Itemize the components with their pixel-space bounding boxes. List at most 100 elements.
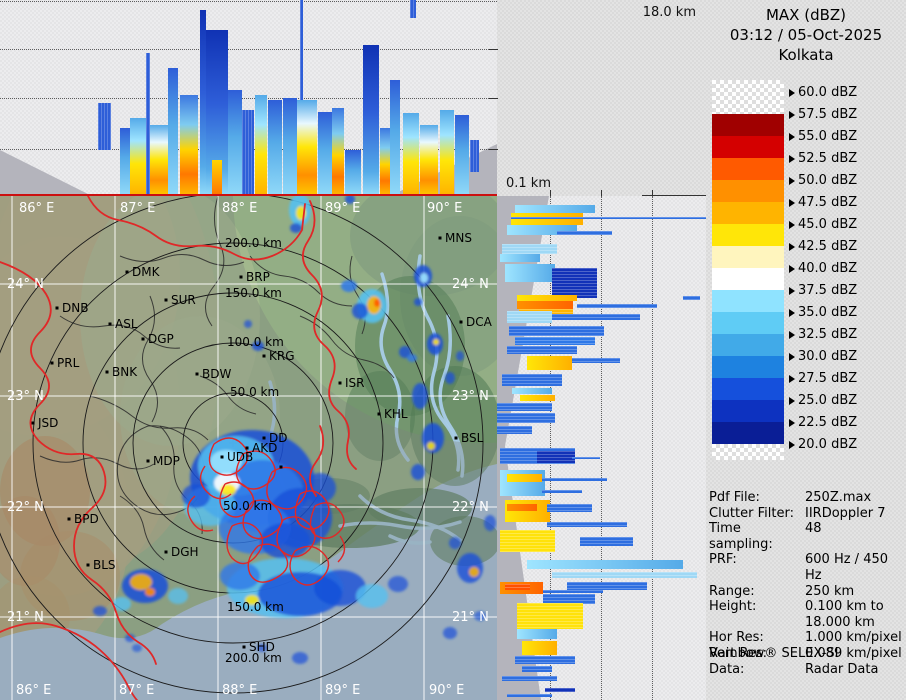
range-ring-label: 150.0 km — [227, 600, 284, 614]
metadata-value: 48 — [805, 521, 822, 537]
echo-row — [515, 337, 595, 345]
city-label: DNB — [62, 301, 88, 315]
axis-tick — [489, 149, 498, 150]
radar-echo — [414, 298, 422, 306]
district-boundary — [119, 254, 245, 266]
longitude-label: 89° E — [325, 201, 360, 216]
echo-column — [410, 0, 416, 18]
city-marker — [146, 459, 150, 463]
echo-row — [580, 537, 633, 546]
legend-band — [712, 202, 784, 224]
echo-row — [505, 584, 530, 590]
longitude-label: 90° E — [427, 201, 462, 216]
legend-band — [712, 246, 784, 268]
echo-row — [502, 374, 562, 386]
echo-row — [557, 231, 612, 235]
legend-band — [712, 400, 784, 422]
river — [358, 494, 462, 542]
radar-echo — [474, 611, 486, 621]
axis-tick — [489, 98, 498, 99]
sea — [0, 464, 497, 700]
river — [338, 520, 462, 530]
legend-tick-arrow-icon — [789, 133, 795, 141]
radar-echo — [130, 574, 152, 590]
longitude-label: 88° E — [222, 683, 257, 698]
metadata-label: Hor Res: — [709, 630, 764, 646]
radar-echo — [145, 588, 155, 596]
district-boundary — [59, 315, 181, 349]
radar-echo — [244, 320, 252, 328]
radar-echo — [443, 627, 457, 639]
latitude-label: 22° N — [7, 500, 44, 515]
echo-column — [363, 45, 379, 194]
echo-row — [572, 457, 600, 459]
radar-echo — [290, 223, 302, 233]
city-marker — [245, 446, 249, 450]
delta-channel-border — [242, 499, 283, 540]
metadata-label: Height: — [709, 599, 757, 615]
city-marker — [262, 354, 266, 358]
legend-tick-arrow-icon — [789, 375, 795, 383]
delta-channel-border — [337, 535, 346, 563]
echo-row — [500, 530, 555, 552]
station-name: Kolkata — [778, 46, 834, 64]
delta-channel-border — [199, 465, 232, 500]
metadata-row: Range: 250 km — [709, 584, 905, 600]
axis-tick — [489, 49, 498, 50]
echo-row — [517, 295, 577, 301]
echo-column — [403, 113, 419, 194]
city-label: DGH — [171, 545, 199, 559]
echo-row — [547, 522, 627, 527]
radar-echo — [399, 346, 411, 358]
city-label: KHL — [384, 407, 408, 421]
legend-band — [712, 224, 784, 246]
metadata-label: Clutter Filter: — [709, 505, 794, 521]
echo-column — [150, 125, 168, 194]
metadata-label: Pdf File: — [709, 490, 760, 505]
height-gridline — [0, 1, 497, 2]
radar-echo — [182, 484, 210, 508]
legend-band — [712, 290, 784, 312]
city-marker — [86, 563, 90, 567]
metadata-label: Data: — [709, 661, 745, 677]
echo-column — [380, 128, 390, 194]
echo-column — [242, 110, 254, 194]
echo-column — [228, 90, 242, 194]
delta-forest-patch — [430, 516, 497, 566]
metadata-label: Range: — [709, 583, 755, 599]
metadata-label: Vert Res: — [709, 645, 768, 661]
river — [388, 534, 432, 545]
metadata-value: 600 Hz / 450 Hz — [805, 552, 889, 583]
radar-echo — [125, 634, 135, 642]
city-label: ISR — [345, 376, 365, 390]
legend-band — [712, 180, 784, 202]
echo-row — [507, 474, 542, 482]
range-ring-label: 50.0 km — [230, 385, 279, 399]
legend-label: 35.0 dBZ — [798, 305, 858, 320]
city-marker — [31, 421, 35, 425]
echo-row — [577, 304, 657, 308]
city-marker — [242, 645, 246, 649]
legend-label: 30.0 dBZ — [798, 349, 858, 364]
radar-echo — [449, 537, 461, 549]
legend-label: 55.0 dBZ — [798, 129, 858, 144]
echo-row — [507, 346, 577, 354]
echo-row — [572, 358, 620, 363]
city-marker — [55, 306, 59, 310]
radar-map-panel: 200.0 km 150.0 km 100.0 km 50.0 km 50.0 km 15… — [0, 196, 497, 700]
echo-column — [440, 110, 454, 194]
radar-echo — [132, 644, 142, 652]
range-ring-label: 200.0 km — [225, 236, 282, 250]
legend-tick-arrow-icon — [789, 243, 795, 251]
longitude-label: 86° E — [19, 201, 54, 216]
city-label: KRG — [269, 349, 295, 363]
echo-column — [120, 128, 130, 194]
delta-channel-border — [276, 516, 316, 558]
radar-echo — [411, 464, 425, 480]
legend-label: 25.0 dBZ — [798, 393, 858, 408]
radar-echo — [456, 351, 464, 361]
city-marker — [164, 298, 168, 302]
echo-row — [527, 356, 572, 370]
height-gridline — [0, 49, 497, 50]
